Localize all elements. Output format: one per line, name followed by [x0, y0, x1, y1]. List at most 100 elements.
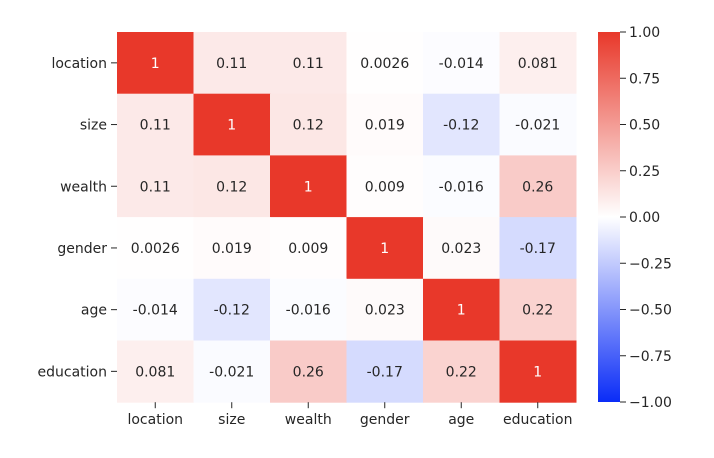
- y-tick-label: gender: [57, 241, 107, 257]
- cell-value-label: 1: [457, 303, 466, 319]
- colorbar-tick-label: 0.00: [629, 210, 660, 226]
- colorbar-tick-label: 1.00: [629, 25, 660, 41]
- y-tick-label: age: [81, 303, 107, 319]
- x-tick-label: wealth: [285, 412, 332, 428]
- y-tick-label: size: [80, 118, 107, 134]
- cell-value-label: 1: [380, 241, 389, 257]
- heatmap-cell-education-location: [117, 340, 194, 403]
- heatmap-cell-wealth-education: [499, 155, 577, 218]
- y-axis: location size wealth gender age education: [38, 56, 117, 380]
- cell-value-label: -0.17: [367, 364, 403, 380]
- heatmap-cell-age-gender: [346, 278, 424, 341]
- cell-value-label: 0.019: [365, 118, 405, 134]
- colorbar-tick-label: −1.00: [629, 395, 672, 411]
- cell-value-label: 0.081: [518, 56, 558, 72]
- cell-value-label: 0.22: [446, 364, 477, 380]
- x-tick-label: gender: [360, 412, 410, 428]
- cell-value-label: 0.081: [135, 364, 175, 380]
- heatmap-cell-size-location: [117, 93, 194, 156]
- x-tick-label: location: [127, 412, 183, 428]
- heatmap-cell-gender-gender: [346, 217, 424, 280]
- x-tick-label: education: [503, 412, 572, 428]
- heatmap-cell-wealth-location: [117, 155, 194, 218]
- cell-value-label: 1: [227, 118, 236, 134]
- cell-value-label: 0.26: [522, 179, 553, 195]
- heatmap-cell-wealth-wealth: [270, 155, 347, 218]
- heatmap-cell-gender-location: [117, 217, 194, 280]
- colorbar-tick-label: 0.50: [629, 118, 660, 134]
- heatmap-cell-location-education: [499, 32, 577, 95]
- x-tick-label: age: [448, 412, 474, 428]
- heatmap-cell-education-gender: [346, 340, 424, 403]
- heatmap-cell-wealth-gender: [346, 155, 424, 218]
- cell-value-label: -0.12: [214, 303, 250, 319]
- cell-value-label: 0.11: [293, 56, 324, 72]
- colorbar-tick-label: −0.50: [629, 303, 672, 319]
- cell-value-label: 1: [304, 179, 313, 195]
- cell-value-label: -0.016: [439, 179, 484, 195]
- heatmap-cell-gender-education: [499, 217, 577, 280]
- cell-value-label: 0.12: [216, 179, 247, 195]
- y-tick-label: wealth: [60, 179, 107, 195]
- heatmap-cell-education-size: [193, 340, 271, 403]
- cell-value-label: 0.023: [365, 303, 405, 319]
- heatmap-cell-size-education: [499, 93, 577, 156]
- heatmap-cell-age-location: [117, 278, 194, 341]
- cell-value-label: 1: [151, 56, 160, 72]
- heatmap-cell-location-location: [117, 32, 194, 95]
- cell-value-label: 0.12: [293, 118, 324, 134]
- cell-value-label: 0.0026: [131, 241, 180, 257]
- colorbar-tick-label: −0.25: [629, 256, 672, 272]
- heatmap-cell-wealth-age: [423, 155, 500, 218]
- colorbar-axis: 1.00 0.75 0.50 0.25 0.00 −0.25 −0.50 −0.75 −1.00: [620, 25, 672, 411]
- heatmap-cell-size-gender: [346, 93, 424, 156]
- colorbar-tick-label: −0.75: [629, 349, 672, 365]
- y-tick-label: education: [38, 364, 107, 380]
- heatmap-cell-gender-age: [423, 217, 500, 280]
- cell-value-label: 0.11: [216, 56, 247, 72]
- cell-value-label: 0.019: [212, 241, 252, 257]
- heatmap-cell-size-size: [193, 93, 271, 156]
- heatmap-cell-gender-size: [193, 217, 271, 280]
- heatmap-cell-size-wealth: [270, 93, 347, 156]
- heatmap-cell-wealth-size: [193, 155, 271, 218]
- cell-value-label: -0.014: [133, 303, 178, 319]
- cell-value-label: 1: [533, 364, 542, 380]
- heatmap-cell-size-age: [423, 93, 500, 156]
- heatmap-cell-location-gender: [346, 32, 424, 95]
- cell-value-label: 0.11: [140, 179, 171, 195]
- heatmap-cell-education-wealth: [270, 340, 347, 403]
- cell-value-label: -0.021: [515, 118, 560, 134]
- cell-value-label: 0.009: [365, 179, 405, 195]
- x-axis: location size wealth gender age education: [127, 402, 572, 428]
- colorbar-tick-label: 0.75: [629, 71, 660, 87]
- cell-value-label: -0.12: [443, 118, 479, 134]
- heatmap-cell-age-education: [499, 278, 577, 341]
- cell-value-label: -0.016: [286, 303, 331, 319]
- heatmap-cell-education-age: [423, 340, 500, 403]
- cell-value-label: 0.22: [522, 303, 553, 319]
- cell-value-label: 0.0026: [360, 56, 409, 72]
- y-tick-label: location: [51, 56, 107, 72]
- heatmap-cell-location-size: [193, 32, 271, 95]
- heatmap-cell-location-age: [423, 32, 500, 95]
- heatmap-cell-age-size: [193, 278, 271, 341]
- heatmap-cell-gender-wealth: [270, 217, 347, 280]
- cell-value-label: 0.11: [140, 118, 171, 134]
- cell-value-label: -0.17: [520, 241, 556, 257]
- cell-value-label: 0.26: [293, 364, 324, 380]
- colorbar-tick-label: 0.25: [629, 164, 660, 180]
- heatmap-cell-location-wealth: [270, 32, 347, 95]
- heatmap-cell-age-wealth: [270, 278, 347, 341]
- heatmap-cell-education-education: [499, 340, 577, 403]
- heatmap-cell-age-age: [423, 278, 500, 341]
- cell-value-label: -0.014: [439, 56, 484, 72]
- heatmap-annotations: 1 0.11 0.11 0.0026 -0.014 0.081 0.11 1 0.12 0.019…: [131, 56, 561, 381]
- cell-value-label: 0.009: [288, 241, 328, 257]
- x-tick-label: size: [218, 412, 245, 428]
- cell-value-label: -0.021: [209, 364, 254, 380]
- cell-value-label: 0.023: [441, 241, 481, 257]
- heatmap-cells: [117, 32, 577, 403]
- colorbar: [598, 32, 620, 402]
